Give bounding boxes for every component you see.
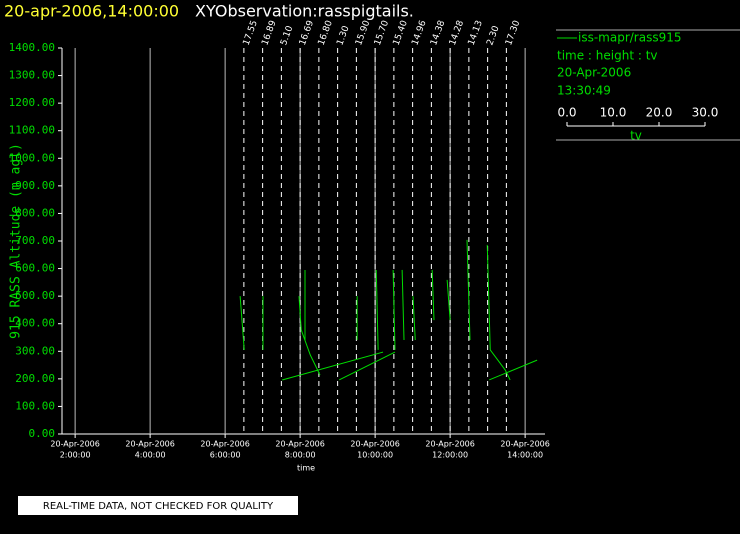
legend-entry: iss-mapr/rass915: [578, 31, 682, 45]
profile-label: 15.90: [354, 19, 372, 47]
x-tick-label: 20-Apr-2006: [50, 440, 99, 449]
data-line: [392, 269, 396, 350]
footer-box: [18, 496, 298, 515]
profile-label: 1.30: [335, 24, 351, 47]
x-tick-label: 4:00:00: [135, 451, 166, 460]
profile-label: 16.89: [260, 19, 278, 47]
legend-info: 13:30:49: [557, 84, 611, 98]
profile-label: 15.70: [373, 19, 391, 47]
x-tick-label: 12:00:00: [432, 451, 468, 460]
y-tick-label: 600.00: [15, 262, 55, 275]
y-tick-label: 300.00: [15, 344, 55, 357]
y-tick-label: 900.00: [15, 179, 55, 192]
x-tick-label: 20-Apr-2006: [500, 440, 549, 449]
profile-label: 14.28: [448, 19, 466, 47]
x-axis-label: time: [297, 464, 315, 473]
scale-tick-label: 20.0: [646, 106, 673, 120]
data-line: [466, 239, 471, 340]
x-tick-label: 20-Apr-2006: [425, 440, 474, 449]
profile-label: 16.80: [317, 19, 335, 47]
x-tick-label: 10:00:00: [357, 451, 393, 460]
data-line: [338, 351, 396, 381]
scale-label: tv: [630, 129, 642, 143]
profile-label: 5.10: [279, 24, 295, 47]
profile-label: 14.38: [429, 19, 447, 47]
x-tick-label: 6:00:00: [210, 451, 241, 460]
legend-info: 20-Apr-2006: [557, 66, 631, 80]
x-tick-label: 20-Apr-2006: [275, 440, 324, 449]
y-axis-label: 915 RASS Altitude (m agl): [9, 143, 24, 339]
profile-label: 17.55: [242, 19, 260, 47]
y-tick-label: 1200.00: [9, 96, 55, 109]
data-line: [298, 296, 321, 376]
data-line: [446, 279, 451, 321]
chart-title: 20-apr-2006,14:00:00: [4, 2, 179, 21]
y-tick-label: 1300.00: [9, 69, 55, 82]
data-line: [412, 296, 416, 341]
x-tick-label: 2:00:00: [60, 451, 91, 460]
scale-tick-label: 0.0: [557, 106, 576, 120]
data-line: [486, 244, 511, 381]
y-tick-label: 400.00: [15, 317, 55, 330]
profile-label: 17.30: [504, 19, 522, 47]
x-tick-label: 20-Apr-2006: [200, 440, 249, 449]
chart-subtitle: XYObservation:rasspigtails.: [195, 2, 414, 21]
data-line: [375, 269, 379, 350]
scale-tick-label: 30.0: [692, 106, 719, 120]
x-tick-label: 14:00:00: [507, 451, 543, 460]
y-tick-label: 200.00: [15, 372, 55, 385]
data-line: [401, 269, 405, 340]
profile-label: 2.30: [485, 24, 501, 47]
scale-tick-label: 10.0: [600, 106, 627, 120]
data-line: [239, 296, 245, 350]
profile-label: 15.40: [392, 19, 410, 47]
data-line: [488, 359, 538, 381]
data-line: [431, 269, 435, 321]
profile-label: 14.13: [467, 19, 485, 47]
data-line: [281, 351, 384, 381]
y-tick-label: 1400.00: [9, 41, 55, 54]
footer-note: REAL-TIME DATA, NOT CHECKED FOR QUALITY: [43, 501, 274, 512]
y-tick-label: 1100.00: [9, 124, 55, 137]
profile-label: 16.69: [298, 19, 316, 47]
y-tick-label: 500.00: [15, 289, 55, 302]
y-tick-label: 0.00: [29, 427, 56, 440]
y-tick-label: 100.00: [15, 399, 55, 412]
y-tick-label: 1000.00: [9, 151, 55, 164]
x-tick-label: 20-Apr-2006: [125, 440, 174, 449]
y-tick-label: 800.00: [15, 206, 55, 219]
profile-label: 14.96: [410, 19, 428, 47]
legend-info: time : height : tv: [557, 49, 658, 63]
x-tick-label: 8:00:00: [285, 451, 316, 460]
y-tick-label: 700.00: [15, 234, 55, 247]
x-tick-label: 20-Apr-2006: [350, 440, 399, 449]
